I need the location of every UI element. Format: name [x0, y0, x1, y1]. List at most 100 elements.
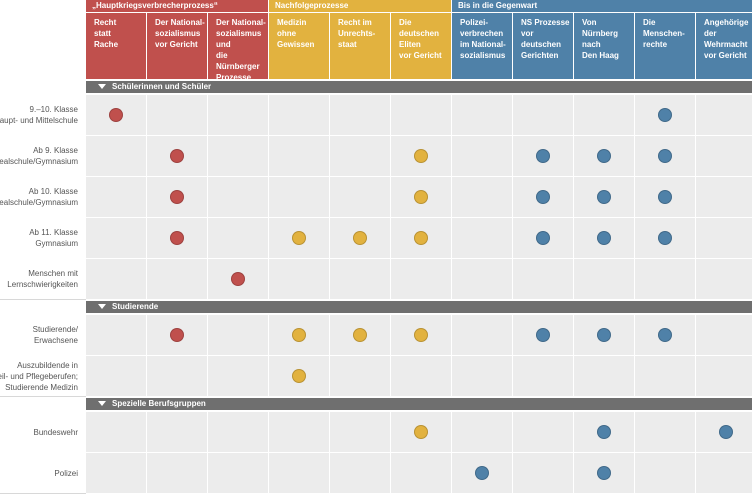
- matrix-cell: [269, 356, 329, 396]
- matrix-cell: [330, 412, 390, 452]
- availability-dot[interactable]: [353, 328, 367, 342]
- column-header[interactable]: Recht statt Rache: [86, 13, 146, 79]
- column-header[interactable]: Der National-sozialismus vor Gericht: [147, 13, 207, 79]
- row-divider: [0, 299, 86, 300]
- matrix-cell: [513, 356, 573, 396]
- availability-dot[interactable]: [292, 369, 306, 383]
- matrix-cell: [208, 356, 268, 396]
- matrix-cell: [269, 259, 329, 299]
- availability-dot[interactable]: [597, 466, 611, 480]
- matrix-cell: [147, 356, 207, 396]
- matrix-cell: [330, 259, 390, 299]
- matrix-cell: [269, 177, 329, 217]
- availability-dot[interactable]: [414, 190, 428, 204]
- availability-dot[interactable]: [536, 190, 550, 204]
- matrix-cell: [147, 412, 207, 452]
- availability-dot[interactable]: [658, 231, 672, 245]
- matrix-cell: [635, 453, 695, 493]
- row-label-line: Realschule/Gymnasium: [0, 198, 78, 207]
- availability-dot[interactable]: [536, 231, 550, 245]
- availability-dot[interactable]: [170, 231, 184, 245]
- row-label-line: Auszubildende in: [17, 360, 78, 370]
- availability-dot[interactable]: [353, 231, 367, 245]
- availability-dot[interactable]: [109, 108, 123, 122]
- matrix-cell: [147, 136, 207, 176]
- availability-dot[interactable]: [597, 425, 611, 439]
- availability-dot[interactable]: [658, 108, 672, 122]
- availability-dot[interactable]: [170, 328, 184, 342]
- column-header[interactable]: Von Nürnberg nach Den Haag: [574, 13, 634, 79]
- column-header-line: im National-: [460, 40, 506, 49]
- column-header[interactable]: Die Menschen-rechte: [635, 13, 695, 79]
- collapse-triangle-icon[interactable]: [98, 83, 106, 89]
- row-label: Polizei: [0, 453, 86, 493]
- matrix-cell: [86, 136, 146, 176]
- row-label-line: Haupt- und Mittelschule: [0, 116, 78, 125]
- availability-dot[interactable]: [597, 149, 611, 163]
- column-header-line: Gewissen: [277, 40, 315, 49]
- availability-dot[interactable]: [292, 231, 306, 245]
- matrix-cell: [208, 136, 268, 176]
- matrix-cell: [86, 356, 146, 396]
- availability-dot[interactable]: [231, 272, 245, 286]
- column-header[interactable]: Polizei-verbrechen im National-sozialismu…: [452, 13, 512, 79]
- availability-dot[interactable]: [414, 149, 428, 163]
- matrix-cell: [696, 177, 752, 217]
- column-header-line: Recht im: [338, 18, 372, 27]
- collapse-triangle-icon[interactable]: [98, 303, 106, 309]
- availability-dot[interactable]: [414, 231, 428, 245]
- availability-dot[interactable]: [597, 231, 611, 245]
- matrix-cell: [635, 259, 695, 299]
- column-header[interactable]: Medizin ohne Gewissen: [269, 13, 329, 79]
- section-header[interactable]: Studierende: [86, 301, 752, 313]
- availability-dot[interactable]: [170, 149, 184, 163]
- column-header-line: Die: [643, 18, 656, 27]
- availability-dot[interactable]: [658, 149, 672, 163]
- group-header-0: „Hauptkriegsverbrecherprozess“: [86, 0, 268, 12]
- column-header-line: Der National-: [155, 18, 205, 27]
- matrix-cell: [391, 412, 451, 452]
- matrix-cell: [86, 95, 146, 135]
- column-header[interactable]: Angehörige der Wehrmacht vor Gericht: [696, 13, 752, 79]
- availability-dot[interactable]: [475, 466, 489, 480]
- matrix-cell: [574, 315, 634, 355]
- column-header-line: der Wehrmacht: [704, 29, 748, 49]
- matrix-cell: [208, 218, 268, 258]
- matrix-cell: [574, 177, 634, 217]
- column-header[interactable]: Die deutschen Eliten vor Gericht: [391, 13, 451, 79]
- matrix-cell: [574, 259, 634, 299]
- matrix-cell: [391, 218, 451, 258]
- group-header-2: Bis in die Gegenwart: [452, 0, 752, 12]
- column-header[interactable]: NS Prozesse vor deutschen Gerichten: [513, 13, 573, 79]
- section-header[interactable]: Spezielle Berufsgruppen: [86, 398, 752, 410]
- matrix-cell: [513, 177, 573, 217]
- availability-dot[interactable]: [719, 425, 733, 439]
- availability-dot[interactable]: [658, 328, 672, 342]
- availability-dot[interactable]: [536, 149, 550, 163]
- availability-dot[interactable]: [536, 328, 550, 342]
- column-header-line: Unrechts-: [338, 29, 376, 38]
- matrix-cell: [269, 315, 329, 355]
- column-header[interactable]: Recht im Unrechts-staat: [330, 13, 390, 79]
- row-label-line: Menschen mit: [28, 269, 78, 278]
- matrix-cell: [513, 315, 573, 355]
- column-header-line: die Nürnberger: [216, 51, 260, 71]
- section-title: Spezielle Berufsgruppen: [112, 399, 206, 408]
- availability-dot[interactable]: [658, 190, 672, 204]
- matrix-cell: [147, 315, 207, 355]
- availability-dot[interactable]: [414, 425, 428, 439]
- row-label-line: Realschule/Gymnasium: [0, 157, 78, 166]
- availability-dot[interactable]: [292, 328, 306, 342]
- availability-dot[interactable]: [597, 328, 611, 342]
- collapse-triangle-icon[interactable]: [98, 400, 106, 406]
- column-header-line: vor Gericht: [399, 51, 442, 60]
- availability-dot[interactable]: [170, 190, 184, 204]
- availability-dot[interactable]: [597, 190, 611, 204]
- row-label: 9.–10. Klasse Haupt- und Mittelschule: [0, 95, 86, 135]
- column-header[interactable]: Der National-sozialismus und die Nürnberg…: [208, 13, 268, 79]
- column-header-line: vor Gericht: [704, 51, 747, 60]
- availability-dot[interactable]: [414, 328, 428, 342]
- section-header[interactable]: Schülerinnen und Schüler: [86, 81, 752, 93]
- matrix-cell: [208, 95, 268, 135]
